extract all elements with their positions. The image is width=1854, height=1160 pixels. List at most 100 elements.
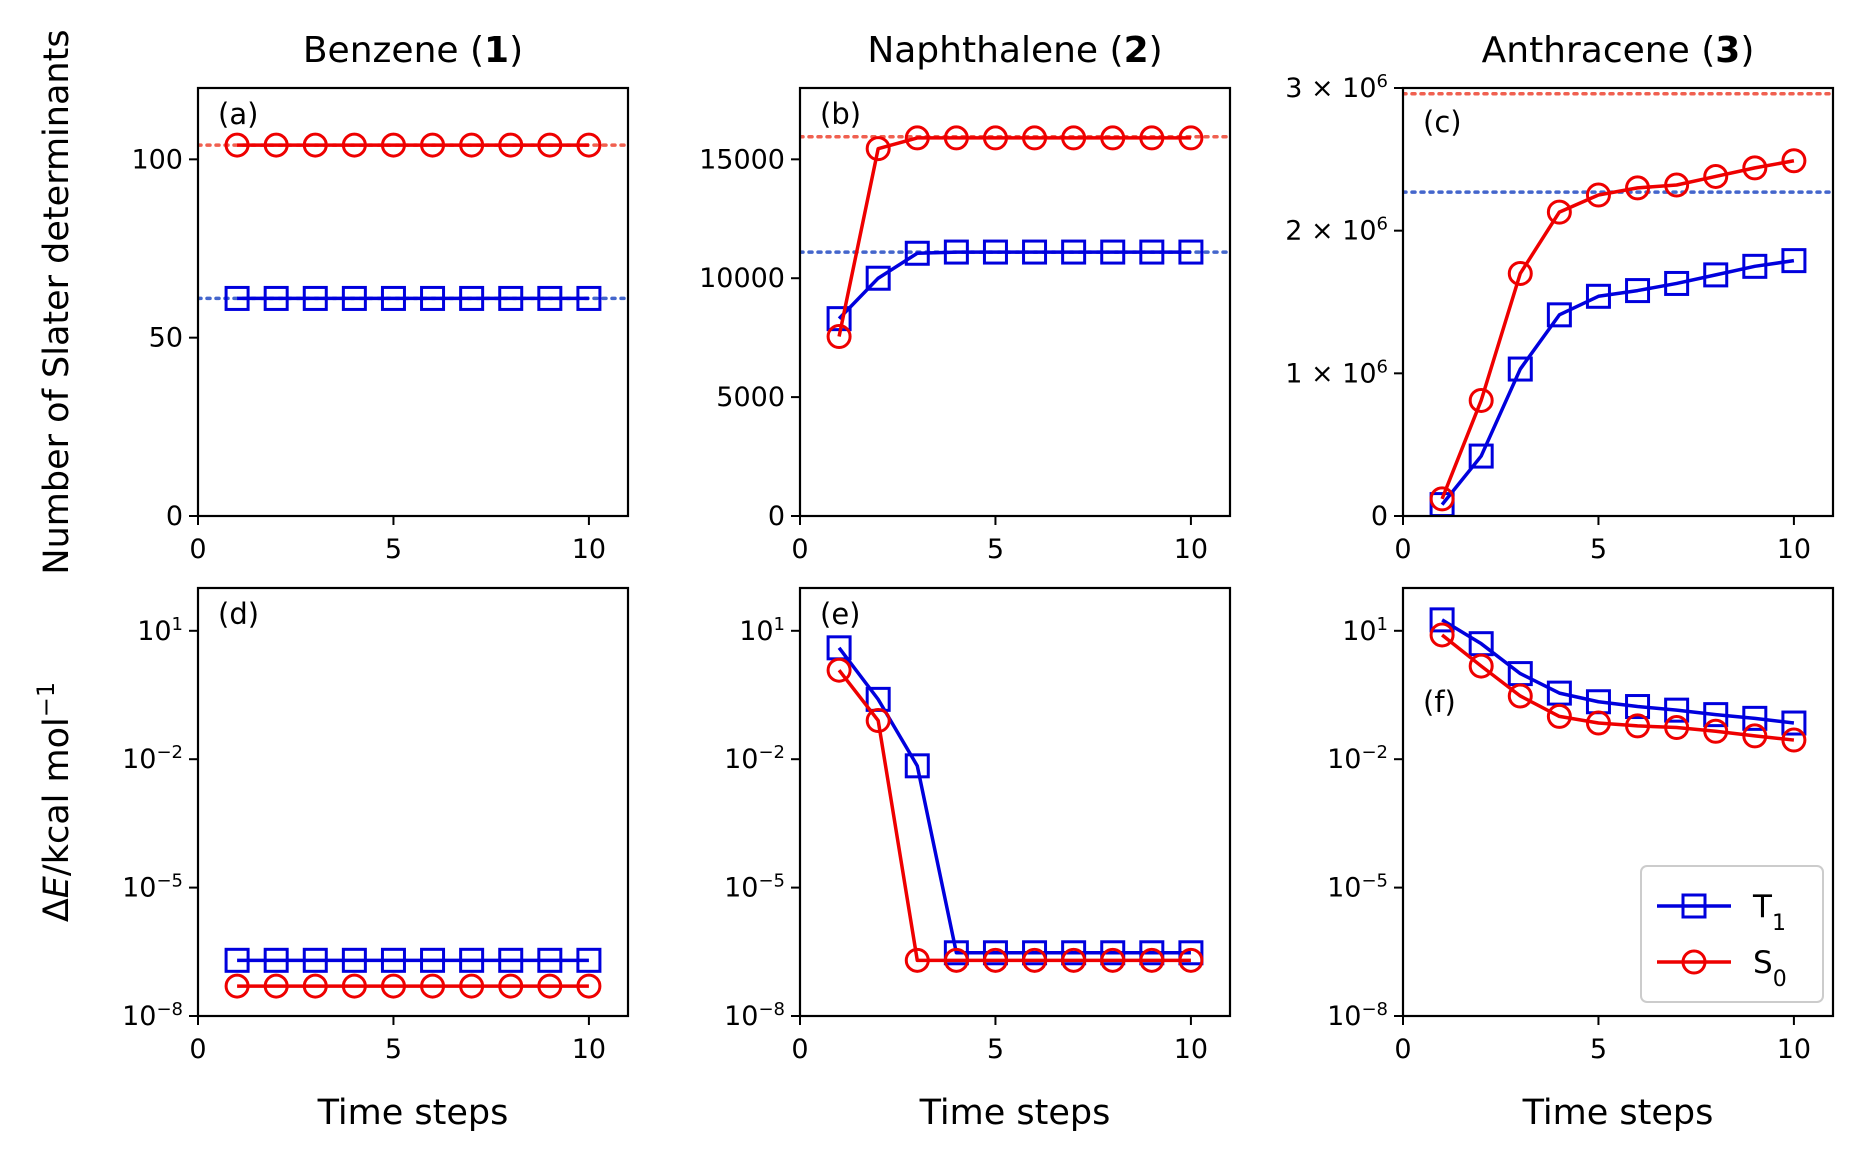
y-tick-label: 1 × 106	[1285, 356, 1388, 390]
point-S0-9	[1139, 947, 1165, 973]
point-S0-2	[865, 136, 891, 162]
point-T1-6	[420, 947, 446, 973]
axes-frame	[196, 586, 630, 1018]
x-tick-label: 0	[791, 534, 808, 565]
x-tick-label: 10	[1777, 534, 1811, 565]
x-tick-label: 10	[572, 1034, 606, 1065]
point-S0-7	[1664, 172, 1690, 198]
x-tick-label: 5	[1590, 1034, 1607, 1065]
point-S0-10	[1781, 727, 1807, 753]
y-tick-label: 2 × 106	[1285, 213, 1388, 247]
plot-area	[224, 947, 602, 999]
panel-e: 0 5 10 10−8 10−5 10−2 101 (e) Time steps	[724, 586, 1232, 1133]
point-T1-10	[1781, 710, 1807, 736]
point-S0-2	[865, 708, 891, 734]
point-S0-4	[943, 125, 969, 151]
point-S0-8	[1100, 947, 1126, 973]
point-T1-8	[1703, 262, 1729, 288]
series-line-S0	[1440, 159, 1795, 500]
point-S0-2	[1468, 653, 1494, 679]
panel-label: (c)	[1423, 105, 1462, 139]
point-S0-6	[1022, 125, 1048, 151]
point-S0-5	[380, 973, 406, 999]
point-T1-2	[865, 265, 891, 291]
y-tick-label: 0	[1371, 501, 1388, 532]
point-T1-9	[1139, 239, 1165, 265]
y-tick-label: 101	[137, 613, 183, 647]
point-T1-9	[1139, 940, 1165, 966]
x-tick-label: 10	[1777, 1034, 1811, 1065]
point-T1-2	[1468, 443, 1494, 469]
point-S0-6	[1022, 947, 1048, 973]
point-S0-9	[537, 132, 563, 158]
point-T1-10	[576, 947, 602, 973]
point-S0-5	[1585, 182, 1611, 208]
point-S0-9	[1742, 723, 1768, 749]
y-tick-label: 5000	[716, 382, 785, 413]
point-T1-5	[380, 947, 406, 973]
point-T1-6	[420, 285, 446, 311]
point-T1-5	[982, 239, 1008, 265]
point-S0-1	[224, 973, 250, 999]
x-tick-label: 0	[189, 534, 206, 565]
series-line-S0	[837, 669, 1191, 963]
y-tick-label: 0	[166, 501, 183, 532]
y-axis-label: ΔE/kcal mol−1	[32, 682, 77, 922]
panel-label: (e)	[820, 597, 860, 631]
y-tick-label: 10−8	[122, 999, 183, 1033]
point-S0-1	[826, 657, 852, 683]
point-T1-5	[380, 285, 406, 311]
legend-box	[1640, 865, 1824, 1003]
point-S0-5	[380, 132, 406, 158]
point-T1-3	[1507, 356, 1533, 382]
point-S0-6	[420, 973, 446, 999]
x-axis-label: Time steps	[919, 1093, 1111, 1133]
panel-title: Benzene (1)	[303, 30, 523, 71]
point-T1-9	[537, 285, 563, 311]
plot-area	[1403, 91, 1833, 516]
panel-d: 0 5 10 10−8 10−5 10−2 101 (d) Time steps ΔE/kcal …	[32, 586, 630, 1133]
point-T1-8	[1100, 940, 1126, 966]
point-S0-4	[1546, 703, 1572, 729]
point-S0-4	[341, 973, 367, 999]
point-S0-3	[302, 973, 328, 999]
x-tick-label: 5	[987, 534, 1004, 565]
point-S0-4	[943, 947, 969, 973]
x-tick-label: 5	[987, 1034, 1004, 1065]
point-T1-7	[1664, 697, 1690, 723]
point-S0-9	[537, 973, 563, 999]
point-T1-10	[1781, 248, 1807, 274]
panel-b: 0 5 10 0 5000 10000 15000 (b)Naphthalene (2)	[699, 30, 1232, 565]
point-S0-3	[1507, 260, 1533, 286]
point-T1-5	[982, 940, 1008, 966]
point-T1-9	[1742, 253, 1768, 279]
series-line-T1	[837, 646, 1191, 955]
x-tick-label: 10	[1174, 534, 1208, 565]
axes-frame	[1401, 86, 1835, 518]
y-axis-label: Number of Slater determinants	[37, 29, 77, 574]
y-tick-label: 10−5	[122, 870, 183, 904]
point-T1-4	[943, 940, 969, 966]
point-S0-10	[576, 973, 602, 999]
panel-title: Anthracene (3)	[1482, 30, 1755, 71]
point-T1-6	[1022, 239, 1048, 265]
point-S0-8	[1100, 125, 1126, 151]
legend-label-T1: T1	[1752, 889, 1786, 936]
point-S0-7	[459, 973, 485, 999]
y-tick-label: 10−2	[122, 742, 183, 776]
y-tick-label: 10−5	[1327, 870, 1388, 904]
panel-label: (f)	[1423, 685, 1456, 719]
point-S0-3	[1507, 683, 1533, 709]
point-S0-7	[1061, 947, 1087, 973]
point-S0-7	[1061, 125, 1087, 151]
x-tick-label: 10	[1174, 1034, 1208, 1065]
point-T1-8	[498, 285, 524, 311]
point-S0-6	[1625, 175, 1651, 201]
point-S0-1	[224, 132, 250, 158]
point-S0-1	[1429, 486, 1455, 512]
point-T1-8	[1100, 239, 1126, 265]
point-T1-1	[1429, 607, 1455, 633]
